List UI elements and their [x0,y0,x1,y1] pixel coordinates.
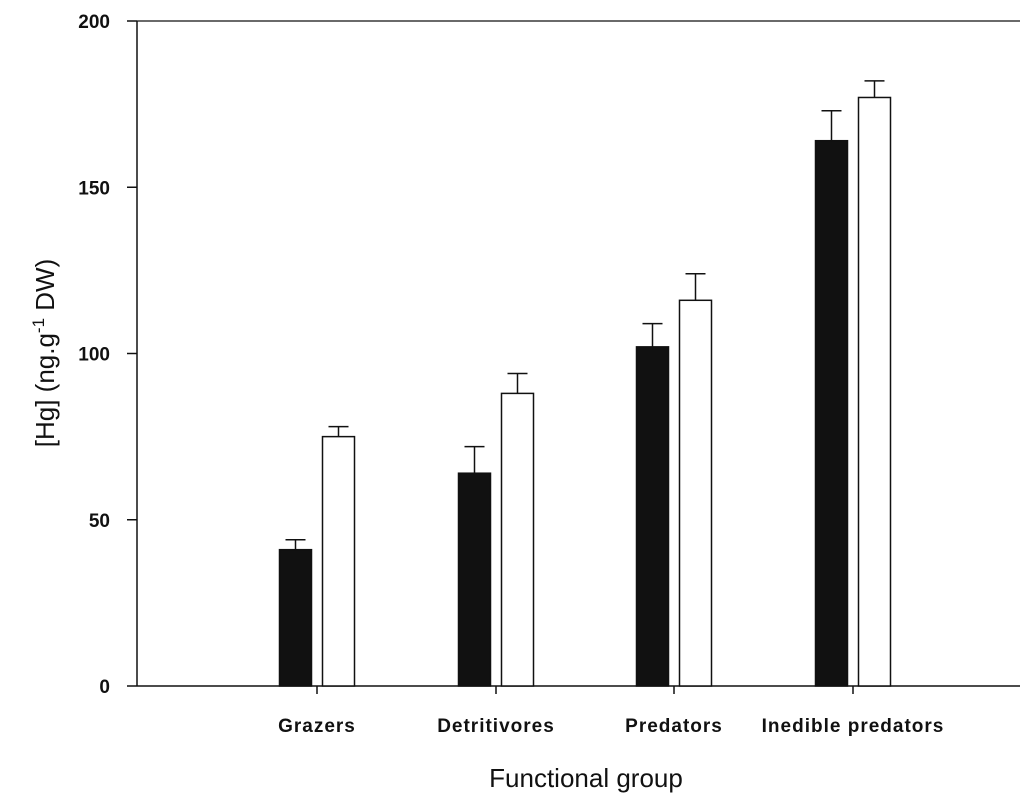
x-tick-label: Grazers [278,716,356,737]
y-tick-label: 100 [78,345,110,366]
x-tick-label: Inedible predators [762,716,945,737]
y-axis-title: [Hg] (ng.g-1 DW) [29,259,60,448]
y-tick-label: 0 [99,677,110,698]
bar-light [500,392,535,687]
x-tick-label: Predators [625,716,723,737]
y-axis-title-main: [Hg] (ng.g [30,333,60,447]
y-axis: 0 50 100 150 200 [78,12,137,698]
x-axis: Grazers Detritivores Predators Inedible pre… [278,686,945,737]
bar-dark [278,548,313,687]
bar-dark [635,346,670,687]
bars [278,96,892,687]
x-axis-title: Functional group [489,763,683,793]
bar-light [857,96,892,687]
y-tick-label: 200 [78,12,110,33]
bar-dark [457,472,492,687]
y-tick-label: 50 [89,511,110,532]
y-axis-title-superscript: -1 [29,318,48,333]
y-axis-title-suffix: DW) [30,259,60,318]
x-tick-label: Detritivores [437,716,555,737]
error-bars [285,80,885,550]
y-tick-label: 150 [78,178,110,199]
bar-light [321,435,356,687]
bar-light [678,299,713,687]
bar-dark [814,139,849,687]
